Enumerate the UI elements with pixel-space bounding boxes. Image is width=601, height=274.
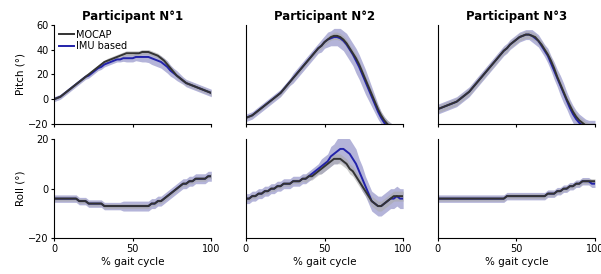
Y-axis label: Roll (°): Roll (°) [15,171,25,206]
Y-axis label: Pitch (°): Pitch (°) [15,53,25,95]
X-axis label: % gait cycle: % gait cycle [484,257,548,267]
Title: Participant N°2: Participant N°2 [274,10,375,24]
Title: Participant N°3: Participant N°3 [466,10,567,24]
Legend: MOCAP, IMU based: MOCAP, IMU based [59,30,127,52]
X-axis label: % gait cycle: % gait cycle [293,257,356,267]
X-axis label: % gait cycle: % gait cycle [101,257,165,267]
Title: Participant N°1: Participant N°1 [82,10,183,24]
